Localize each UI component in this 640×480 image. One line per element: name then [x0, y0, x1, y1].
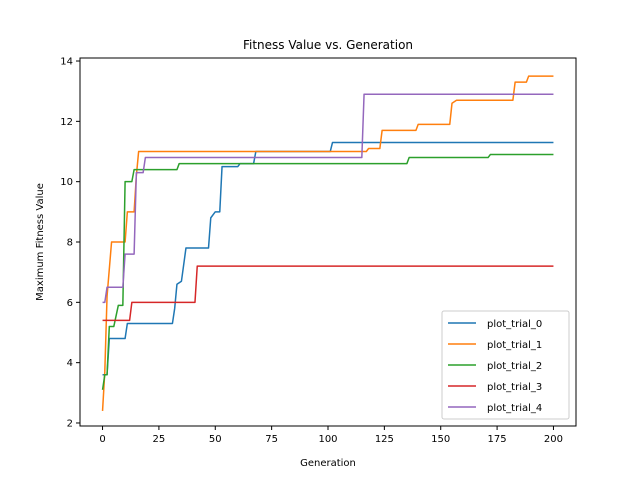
- y-tick-label: 6: [67, 298, 73, 309]
- legend-label: plot_trial_3: [487, 382, 542, 393]
- legend-label: plot_trial_2: [487, 361, 542, 372]
- x-tick-label: 100: [318, 434, 337, 445]
- x-tick-label: 50: [209, 434, 222, 445]
- series-line-plot-trial-4: [102, 93, 554, 304]
- y-tick-label: 2: [67, 418, 73, 429]
- y-axis: 2 4 6 8 10 12 14: [60, 57, 80, 429]
- legend: plot_trial_0 plot_trial_1 plot_trial_2plot…: [441, 310, 570, 420]
- series-line-plot-trial-2: [101, 153, 554, 390]
- x-tick-label: 175: [488, 434, 507, 445]
- x-axis-label: Generation: [300, 458, 356, 469]
- x-tick-label: 150: [431, 434, 450, 445]
- y-axis-label: Maximum Fitness Value: [35, 183, 46, 301]
- y-tick-label: 10: [60, 177, 73, 188]
- legend-label: plot_trial_4: [487, 403, 542, 414]
- legend-label: plot_trial_1: [487, 340, 542, 351]
- y-tick-label: 12: [60, 117, 73, 128]
- series-line-plot-trial-3: [102, 265, 554, 322]
- y-tick-label: 14: [60, 57, 73, 68]
- x-tick-label: 25: [153, 434, 166, 445]
- legend-label: plot_trial_0: [487, 319, 542, 330]
- y-tick-label: 8: [67, 238, 73, 249]
- x-tick-label: 75: [265, 434, 278, 445]
- x-tick-label: 200: [544, 434, 563, 445]
- series-line-plot-trial-0: [102, 141, 554, 376]
- y-tick-label: 4: [67, 358, 73, 369]
- legend-box: [441, 310, 570, 420]
- axes-frame: [79, 57, 577, 427]
- x-axis: 0 25 50 75 100 125 150 175 200: [99, 426, 563, 445]
- x-tick-label: 125: [375, 434, 394, 445]
- plot-area: [101, 75, 554, 411]
- chart-title: Fitness Value vs. Generation: [243, 38, 413, 52]
- x-tick-label: 0: [99, 434, 105, 445]
